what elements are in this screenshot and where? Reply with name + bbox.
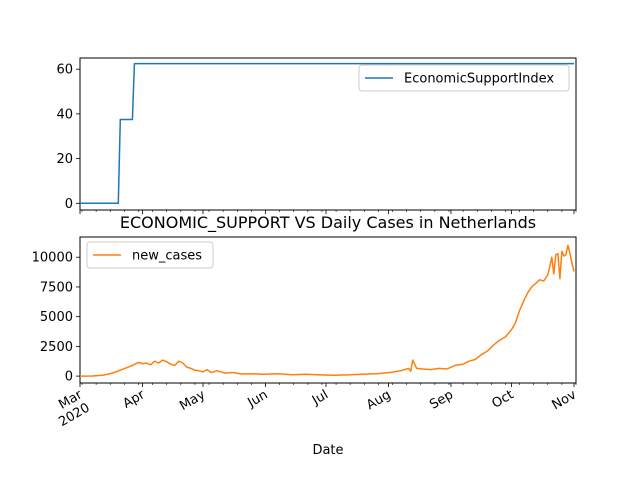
y-tick-label: 2500 [40,340,73,355]
y-tick-label: 60 [56,63,73,78]
x-tick-label: Nov [550,387,580,413]
bottom-axes-frame [79,236,577,384]
x-axis-label: Date [312,443,343,458]
y-tick-label: 20 [56,152,73,167]
x-tick-label: Jun [245,387,271,411]
series-line-new_cases [79,244,575,377]
y-tick-label: 40 [56,107,73,122]
x-tick-label: Oct [490,387,517,411]
top-axes: 0 20 40 60 EconomicSupportIndex [56,57,577,214]
x-tick-label: Sep [427,387,456,412]
bottom-axes: 0 2500 5000 7500 10000 Mar2020 Apr May Jun Jul Aug… [32,236,580,430]
top-legend-label: EconomicSupportIndex [404,72,554,87]
top-axes-series [80,62,574,205]
top-legend-box [358,64,570,92]
x-tick-label: Apr [121,387,149,412]
y-tick-label: 7500 [40,280,73,295]
top-axes-frame [79,57,577,211]
x-tick-label: Mar2020 [49,387,93,430]
top-legend: EconomicSupportIndex [358,64,570,92]
y-tick-label: 5000 [40,310,73,325]
x-tick-label: Aug [364,387,393,413]
x-tick-label: May [177,387,208,414]
bottom-legend-box [86,241,214,269]
bottom-axes-series [79,244,575,377]
bottom-legend: new_cases [86,241,214,269]
y-tick-label: 10000 [32,251,73,266]
y-tick-label: 0 [65,197,73,212]
y-tick-label: 0 [65,370,73,385]
bottom-axes-ticks: 0 2500 5000 7500 10000 Mar2020 Apr May Jun Jul Aug… [32,251,580,430]
series-line-EconomicSupportIndex [80,62,574,205]
plot-title: ECONOMIC_SUPPORT VS Daily Cases in Nethe… [120,213,536,233]
bottom-legend-label: new_cases [132,249,202,264]
top-axes-ticks: 0 20 40 60 [56,63,577,214]
x-tick-label: Jul [309,387,331,408]
